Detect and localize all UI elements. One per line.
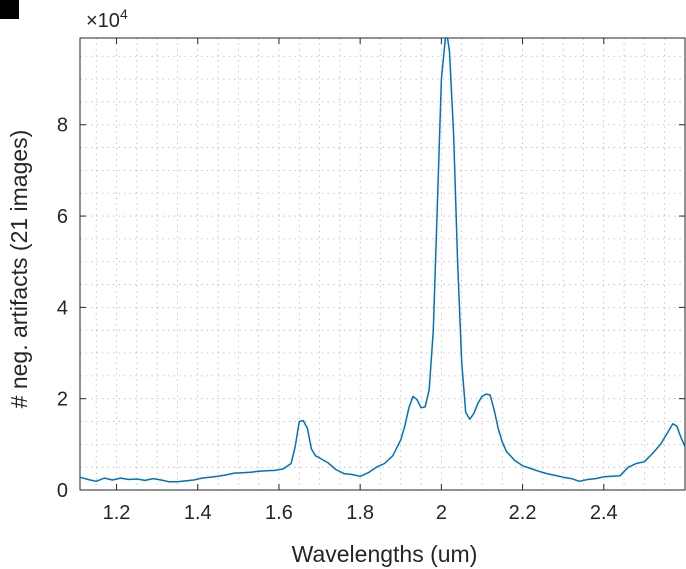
y-axis-title: # neg. artifacts (21 images) <box>6 130 32 409</box>
y-tick-label: 8 <box>57 115 68 137</box>
x-tick-label: 1.8 <box>346 502 374 524</box>
x-axis-ticks: 1.2 1.4 1.6 1.8 2 2.2 2.4 <box>103 38 618 524</box>
x-tick-label: 1.6 <box>265 502 293 524</box>
grid <box>80 38 685 490</box>
y-axis-exponent-label: ×104 <box>86 6 128 32</box>
y-tick-label: 4 <box>57 297 68 319</box>
x-tick-label: 1.4 <box>184 502 212 524</box>
x-tick-label: 2.4 <box>590 502 618 524</box>
panel-corner-mark <box>0 0 19 19</box>
y-tick-label: 2 <box>57 389 68 411</box>
x-tick-label: 1.2 <box>103 502 131 524</box>
x-tick-label: 2.2 <box>509 502 537 524</box>
x-tick-label: 2 <box>436 502 447 524</box>
series-line <box>79 37 686 483</box>
y-axis-ticks: 0 2 4 6 8 <box>57 115 685 502</box>
y-tick-label: 0 <box>57 480 68 502</box>
plot-area <box>79 37 686 491</box>
y-tick-label: 6 <box>57 206 68 228</box>
x-axis-title: Wavelengths (um) <box>292 541 478 567</box>
